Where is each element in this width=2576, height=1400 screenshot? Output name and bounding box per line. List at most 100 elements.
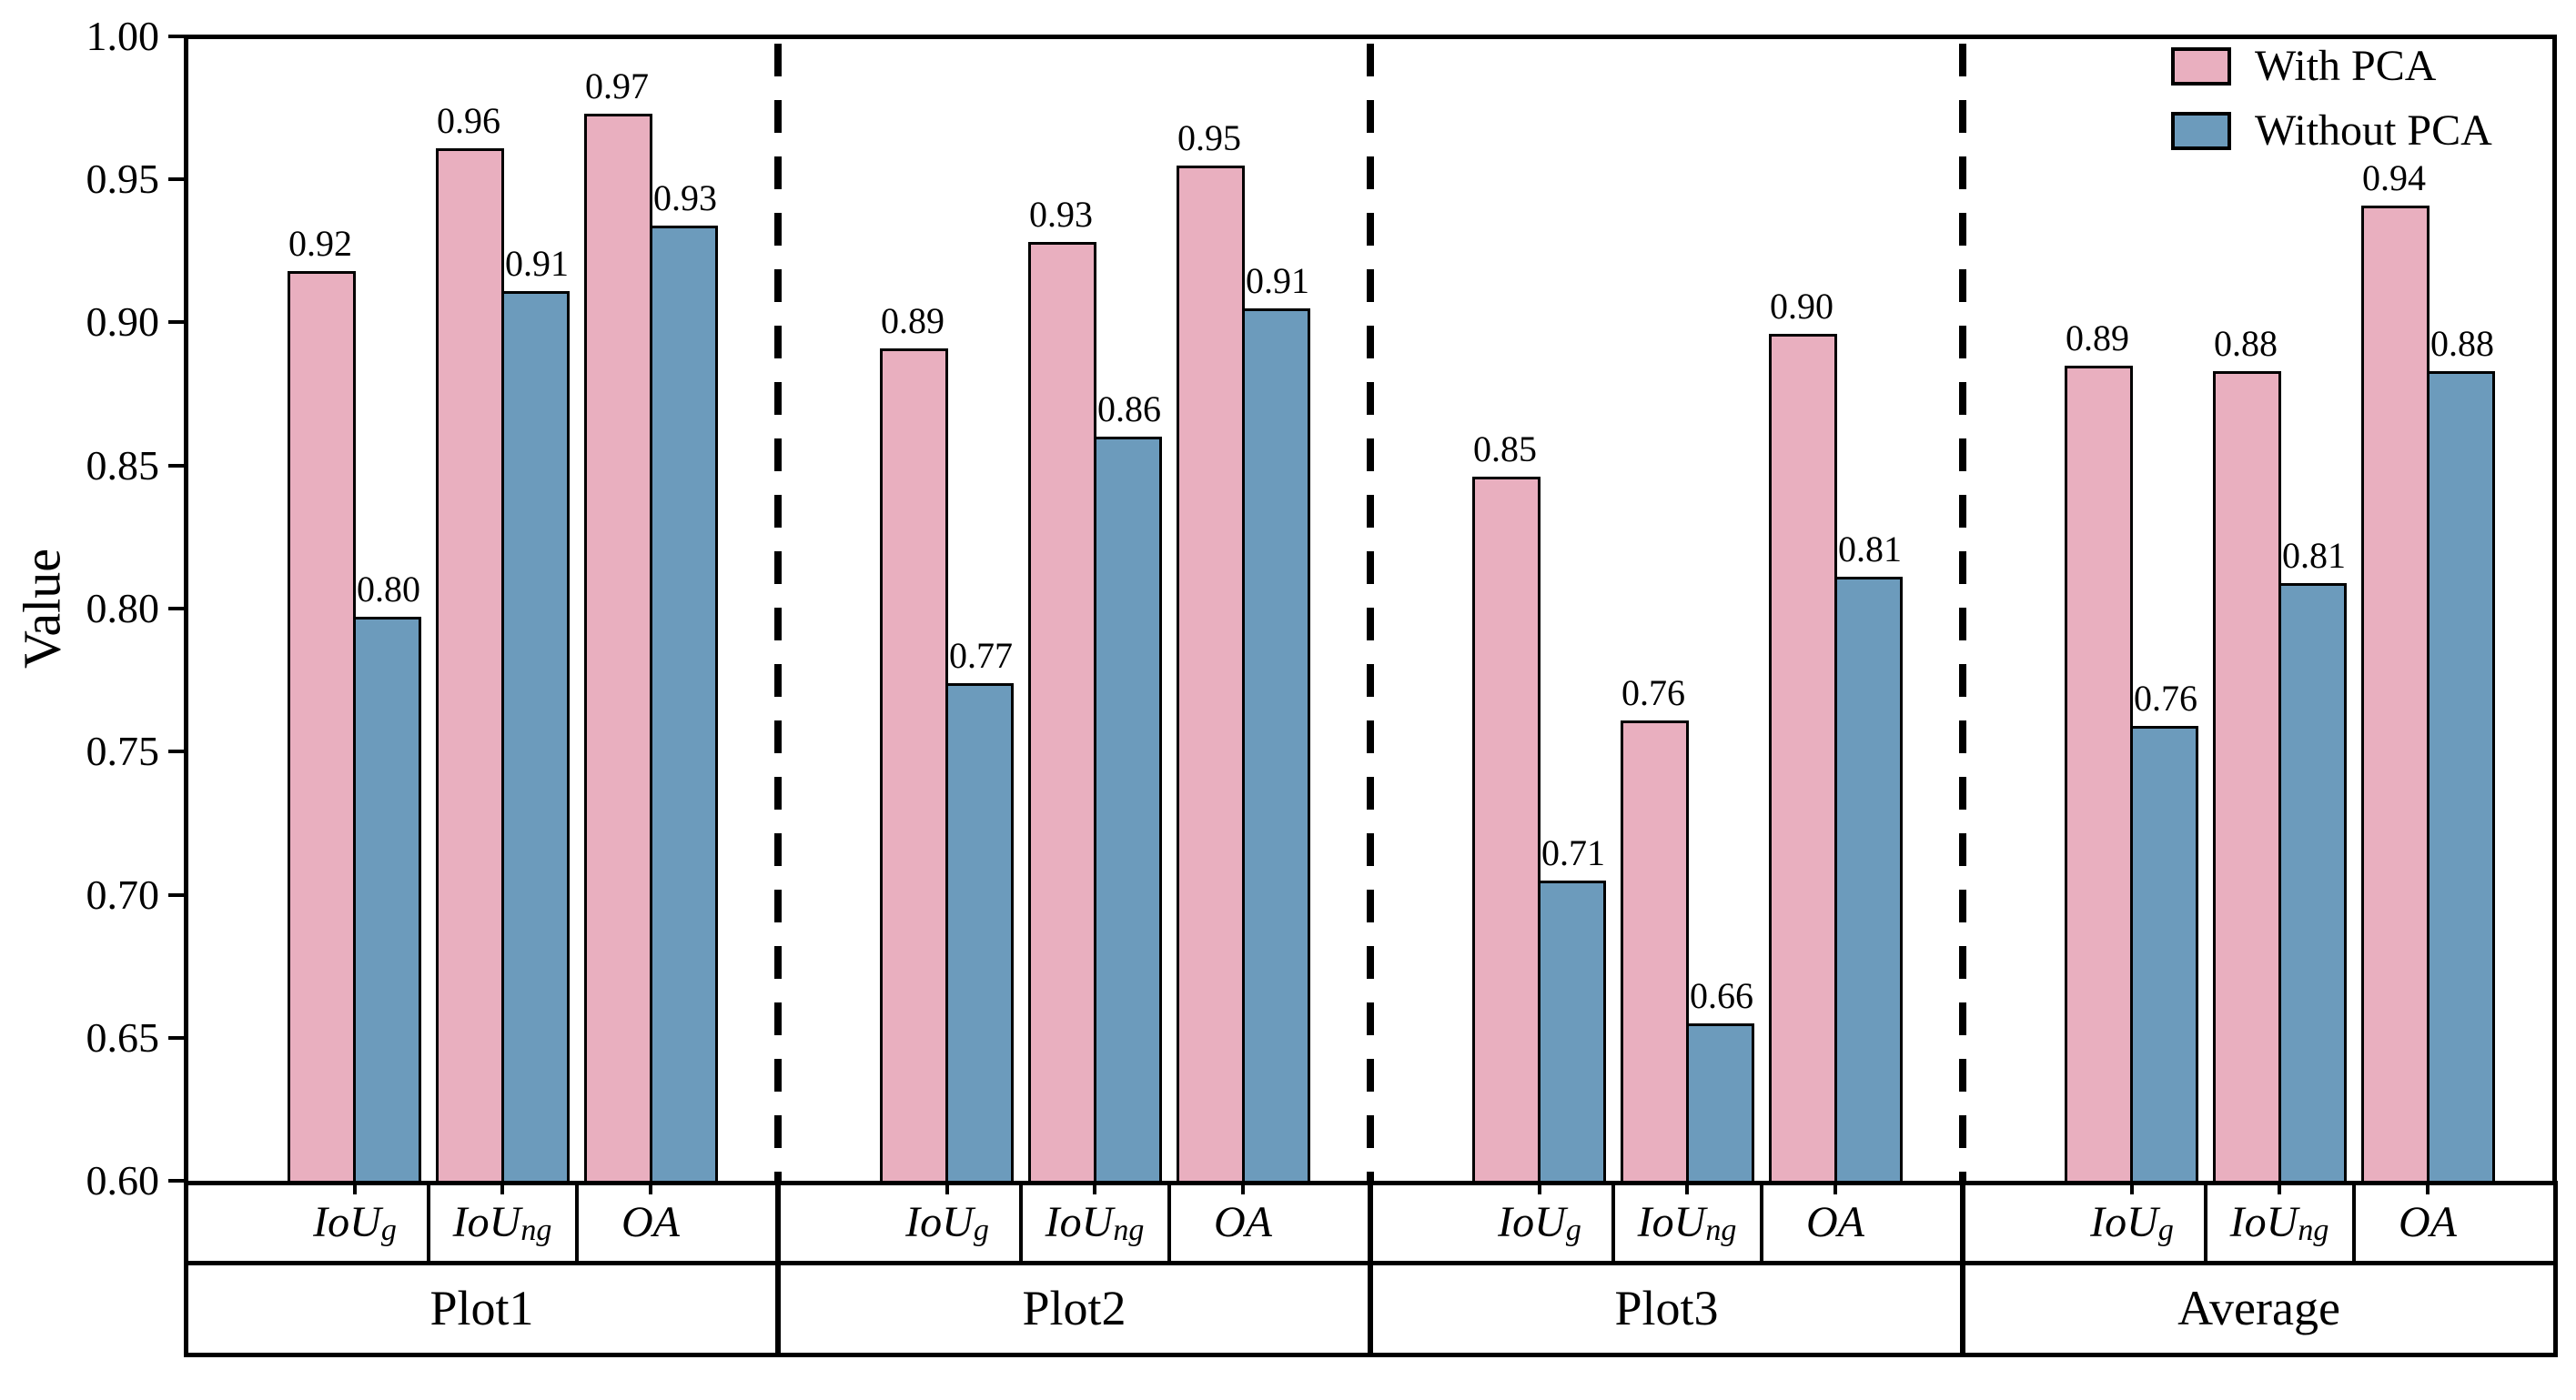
metric-cell-divider — [427, 1181, 430, 1261]
bar-value-label: 0.76 — [1621, 672, 1685, 713]
bar-without-pca — [945, 683, 1014, 1183]
y-tick — [168, 607, 184, 610]
group-cell-label: Average — [2177, 1281, 2340, 1335]
metric-cell-divider — [2352, 1181, 2356, 1261]
bar-with-pca — [2361, 206, 2430, 1183]
bar-without-pca — [650, 226, 718, 1183]
metric-cell-label: OA — [621, 1197, 680, 1246]
bar-without-pca — [1686, 1023, 1754, 1183]
metric-cell-divider — [575, 1181, 579, 1261]
group-separator-dashed — [774, 44, 782, 1181]
x-tick — [1538, 1181, 1541, 1194]
group-cell-label: Plot3 — [1614, 1281, 1719, 1335]
y-tick-label: 0.75 — [86, 728, 160, 774]
bar-value-label: 0.90 — [1770, 286, 1834, 327]
metric-cell-label: IoU g — [2090, 1197, 2174, 1247]
bar-with-pca — [288, 271, 356, 1183]
y-tick — [168, 35, 184, 38]
group-separator-dashed — [1367, 44, 1374, 1181]
y-tick — [168, 750, 184, 753]
table-section-divider — [1960, 1181, 1965, 1357]
y-tick — [168, 1179, 184, 1183]
bar-without-pca — [2278, 583, 2347, 1183]
x-tick — [649, 1181, 652, 1194]
metric-cell-label: OA — [1214, 1197, 1272, 1246]
bar-value-label: 0.81 — [1838, 529, 1902, 569]
metric-cell-divider — [1760, 1181, 1763, 1261]
y-tick — [168, 464, 184, 468]
bar-value-label: 0.95 — [1177, 117, 1241, 158]
plot-border-top — [184, 35, 2557, 39]
metric-cell-label: IoU ng — [2229, 1197, 2329, 1247]
x-tick — [945, 1181, 949, 1194]
y-tick-label: 0.60 — [86, 1157, 160, 1204]
metric-cell-label: IoU g — [313, 1197, 397, 1247]
table-section-divider — [775, 1181, 781, 1357]
bar-without-pca — [1834, 577, 1903, 1183]
bar-without-pca — [1094, 437, 1162, 1183]
bar-value-label: 0.89 — [2066, 317, 2129, 358]
bar-value-label: 0.96 — [437, 100, 500, 141]
y-tick-label: 0.65 — [86, 1014, 160, 1061]
group-cell-label: Plot2 — [1022, 1281, 1126, 1335]
bar-value-label: 0.89 — [881, 300, 945, 341]
bar-value-label: 0.93 — [1029, 194, 1093, 235]
y-tick — [168, 893, 184, 897]
bar-value-label: 0.85 — [1473, 428, 1537, 469]
bar-value-label: 0.88 — [2430, 323, 2494, 364]
bar-value-label: 0.94 — [2362, 157, 2426, 198]
table-border-left — [184, 1181, 188, 1357]
x-tick — [2278, 1181, 2281, 1194]
x-tick — [1093, 1181, 1096, 1194]
bar-without-pca — [2427, 371, 2495, 1183]
legend-swatch-with-pca — [2171, 47, 2231, 86]
y-tick-label: 1.00 — [86, 13, 160, 59]
y-tick-label: 0.80 — [86, 585, 160, 631]
metric-cell-label: OA — [1806, 1197, 1864, 1246]
bar-value-label: 0.80 — [357, 569, 420, 609]
table-border-right — [2553, 1181, 2558, 1357]
x-tick — [500, 1181, 504, 1194]
bar-with-pca — [2065, 366, 2133, 1183]
x-tick — [353, 1181, 357, 1194]
x-tick — [1834, 1181, 1837, 1194]
y-tick-label: 0.95 — [86, 156, 160, 202]
metric-cell-label: IoU ng — [1637, 1197, 1737, 1247]
y-tick-label: 0.70 — [86, 871, 160, 918]
x-tick — [1685, 1181, 1689, 1194]
bar-with-pca — [436, 148, 504, 1183]
metric-cell-divider — [1019, 1181, 1023, 1261]
metric-cell-divider — [2204, 1181, 2207, 1261]
legend-label-with-pca: With PCA — [2255, 42, 2437, 90]
bar-with-pca — [1621, 720, 1689, 1183]
x-tick — [2130, 1181, 2134, 1194]
bar-value-label: 0.66 — [1690, 975, 1753, 1016]
bar-without-pca — [1242, 308, 1310, 1183]
y-axis-line — [184, 35, 188, 1183]
metric-cell-label: OA — [2399, 1197, 2457, 1246]
bar-with-pca — [2213, 371, 2281, 1183]
plot-border-right — [2552, 35, 2557, 1183]
bar-with-pca — [1177, 166, 1245, 1183]
bar-value-label: 0.91 — [505, 243, 569, 284]
bar-value-label: 0.81 — [2282, 535, 2346, 576]
bar-with-pca — [584, 114, 652, 1183]
bar-with-pca — [1769, 334, 1837, 1183]
bar-value-label: 0.92 — [288, 223, 352, 264]
y-tick — [168, 177, 184, 181]
legend-label-without-pca: Without PCA — [2255, 106, 2492, 155]
bar-without-pca — [501, 291, 570, 1183]
group-separator-dashed — [1959, 44, 1966, 1181]
bar-value-label: 0.86 — [1097, 388, 1161, 429]
bar-value-label: 0.76 — [2134, 678, 2197, 719]
metric-cell-label: IoU ng — [452, 1197, 552, 1247]
x-tick — [2426, 1181, 2430, 1194]
y-tick — [168, 320, 184, 324]
y-tick-label: 0.90 — [86, 298, 160, 345]
table-section-divider — [1368, 1181, 1373, 1357]
metric-cell-divider — [1611, 1181, 1615, 1261]
bar-without-pca — [353, 617, 421, 1183]
metric-cell-divider — [1167, 1181, 1171, 1261]
legend-swatch-without-pca — [2171, 112, 2231, 150]
